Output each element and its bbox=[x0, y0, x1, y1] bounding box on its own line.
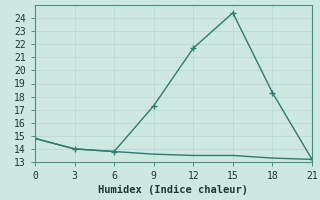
X-axis label: Humidex (Indice chaleur): Humidex (Indice chaleur) bbox=[99, 185, 249, 195]
